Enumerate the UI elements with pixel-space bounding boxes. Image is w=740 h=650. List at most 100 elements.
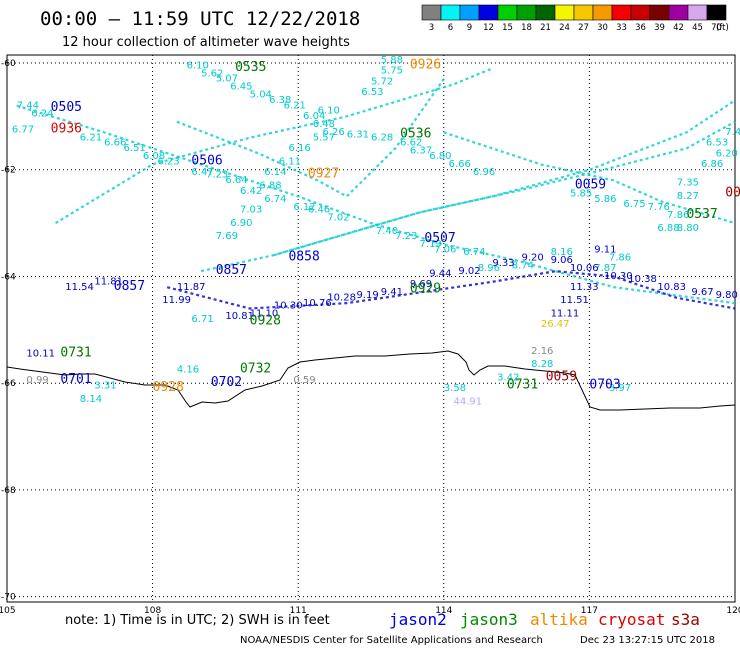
pass-time-label: 0927 — [308, 167, 339, 182]
pass-time-label: 0537 — [686, 207, 717, 222]
wave-height-label: 7.76 — [648, 202, 670, 213]
colorbar-label: 3 — [429, 23, 434, 33]
page-subtitle: 12 hour collection of altimeter wave hei… — [62, 35, 350, 50]
wave-height-label: 26.47 — [541, 319, 570, 330]
wave-height-label: 8.74 — [512, 260, 534, 271]
wave-height-label: 8.14 — [80, 394, 102, 405]
pass-time-label: 0701 — [60, 372, 91, 387]
colorbar-swatch — [630, 4, 651, 21]
wave-height-label: 10.06 — [570, 263, 599, 274]
wave-height-label: 6.11 — [279, 156, 301, 167]
wave-height-label: 6.88 — [259, 180, 281, 191]
wave-height-label: 9.20 — [521, 252, 543, 263]
lat-tick-label: -66 — [1, 379, 16, 389]
wave-height-label: 5.86 — [594, 194, 616, 205]
wave-height-label: 11.99 — [162, 295, 191, 306]
colorbar-swatch — [478, 4, 499, 21]
wave-height-label: 3.42 — [497, 373, 519, 384]
wave-height-label: 6.28 — [371, 132, 393, 143]
wave-height-label: 7.87 — [594, 263, 616, 274]
wave-height-label: 6.45 — [230, 82, 252, 93]
pass-time-label: 0926 — [410, 57, 441, 72]
wave-height-label: 6.26 — [322, 127, 344, 138]
track-0059 — [273, 120, 736, 257]
axis-ticks: 105 108 111 114 117 120 -60 -62 -64 -66 -68 -70 — [0, 59, 740, 616]
map-frame — [6, 54, 736, 603]
colorbar-swatch — [535, 4, 556, 21]
colorbar-label: 18 — [521, 23, 532, 33]
colorbar-swatch — [440, 4, 461, 21]
wave-height-label: 7.06 — [434, 244, 456, 255]
wave-height-label: 5.75 — [381, 66, 403, 77]
wave-height-label: 10.81 — [225, 311, 254, 322]
colorbar-unit: (ft) — [716, 23, 729, 33]
pass-time-label: 0858 — [288, 249, 319, 264]
wave-height-label: 8.27 — [677, 191, 699, 202]
colorbar-label: 33 — [616, 23, 627, 33]
wave-height-label: 0.59 — [293, 375, 315, 386]
wave-height-label: 10.38 — [628, 274, 657, 285]
wave-height-label: 7.03 — [240, 204, 262, 215]
wave-height-label: 6.12 — [293, 202, 315, 213]
wave-height-label: 10.11 — [26, 349, 55, 360]
wave-height-label: 6.77 — [12, 124, 34, 135]
pass-time-label: 0936 — [51, 121, 82, 136]
wave-height-label: 7.23 — [395, 231, 417, 242]
lat-tick-label: -70 — [1, 593, 16, 603]
lon-tick-label: 111 — [290, 606, 307, 616]
colorbar-swatch — [554, 4, 575, 21]
colorbar-label: 70 — [711, 23, 722, 33]
colorbar-label: 45 — [692, 23, 703, 33]
wave-height-label: 44.91 — [454, 397, 483, 408]
wave-height-label: 6.86 — [701, 159, 723, 170]
pass-time-label: 0535 — [235, 60, 266, 75]
pass-time-label: 0731 — [60, 346, 91, 361]
lon-tick-label: 114 — [435, 606, 452, 616]
colorbar-label: 9 — [467, 23, 472, 33]
wave-height-label: 7.45 — [725, 127, 740, 138]
wave-height-label: 6.16 — [288, 143, 310, 154]
wave-height-label: 6.46 — [308, 204, 330, 215]
wave-height-label: 10.30 — [274, 300, 303, 311]
lat-tick-label: -62 — [1, 166, 16, 176]
lon-tick-label: 105 — [0, 606, 16, 616]
colorbar-label: 42 — [673, 23, 684, 33]
wave-height-label: 7.35 — [677, 178, 699, 189]
satellite-legend-jason2: jason2 — [389, 610, 447, 629]
lat-tick-label: -60 — [1, 59, 16, 69]
map-grid — [7, 55, 735, 602]
colorbar-label: 36 — [635, 23, 646, 33]
wave-height-label: 9.19 — [356, 290, 378, 301]
pass-time-labels: 0535 0926 0536 0927 0505 0936 0506 0059 0058 0537… — [51, 57, 740, 395]
wave-height-label: 8.28 — [531, 359, 553, 370]
wave-height-label: 11.10 — [250, 308, 279, 319]
wave-height-label: 5.88 — [381, 55, 403, 66]
colorbar-swatch — [649, 4, 670, 21]
colorbar-swatch — [611, 4, 632, 21]
pass-time-label: 0536 — [400, 127, 431, 142]
wave-height-label: 3.58 — [444, 383, 466, 394]
wave-height-label: 9.11 — [594, 244, 616, 255]
pass-time-label: 0857 — [114, 279, 145, 294]
wave-height-label: 5.85 — [570, 188, 592, 199]
wave-height-label: 7.40 — [376, 226, 398, 237]
pass-time-label: 0505 — [51, 100, 82, 115]
wave-height-label: 3.97 — [609, 383, 631, 394]
pass-time-label: 0928 — [153, 380, 184, 395]
wave-height-label: 11.33 — [570, 282, 599, 293]
page-title: 00:00 – 11:59 UTC 12/22/2018 — [40, 8, 360, 30]
track-0857-0858 — [200, 99, 736, 273]
wave-height-label: 5.62 — [201, 68, 223, 79]
wave-height-label: 4.16 — [177, 365, 199, 376]
wave-height-label: 6.96 — [473, 167, 495, 178]
wave-height-label: 6.71 — [191, 314, 213, 325]
colorbar-label: 21 — [540, 23, 551, 33]
wave-height-label: 10.28 — [327, 292, 356, 303]
wave-height-label: 6.23 — [157, 156, 179, 167]
pass-time-label: 0731 — [507, 378, 538, 393]
satellite-legend: jason2 jason3 altika cryosat s3a — [389, 610, 700, 629]
wave-height-label: 9.67 — [691, 287, 713, 298]
colorbar-label: 24 — [559, 23, 570, 33]
satellite-legend-s3a: s3a — [671, 610, 700, 629]
